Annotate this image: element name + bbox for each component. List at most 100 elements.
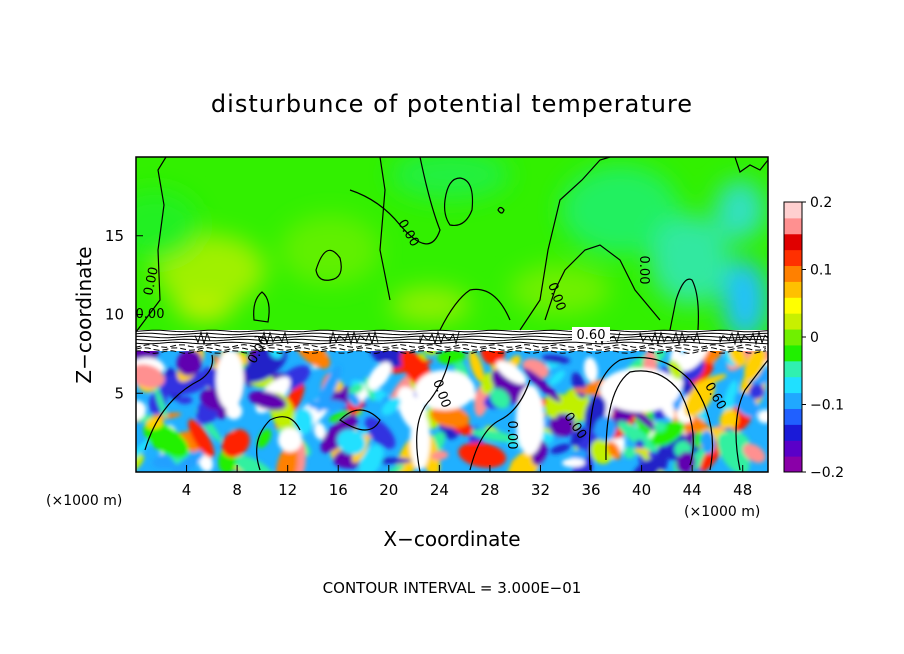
colorbar-segment bbox=[784, 424, 802, 441]
colorbar-segment bbox=[784, 344, 802, 362]
contour-line bbox=[443, 177, 474, 227]
turbulence-patch bbox=[313, 422, 326, 440]
turbulence-patch bbox=[320, 414, 358, 453]
plot-area: 0.000.000.000.000.000.00 0.000.600.000.00… bbox=[136, 157, 768, 472]
turbulence-patch bbox=[365, 417, 396, 449]
colorbar-segment bbox=[784, 313, 802, 330]
turbulence-patch bbox=[430, 405, 470, 428]
contour-line bbox=[136, 157, 167, 333]
turbulence-patch bbox=[600, 368, 680, 412]
inversion-contour bbox=[136, 338, 768, 342]
turbulence-patch bbox=[386, 464, 404, 472]
inversion-contour-negative bbox=[136, 347, 767, 351]
x-unit-label-left: (×1000 m) bbox=[46, 493, 122, 509]
x-tick-label: 20 bbox=[379, 481, 398, 499]
upper-field-variations bbox=[136, 157, 767, 340]
turbulence-patch bbox=[617, 421, 658, 453]
turbulence-patch bbox=[631, 457, 662, 472]
contour-line bbox=[734, 157, 768, 173]
upper-field-patch bbox=[390, 157, 510, 200]
contour-line bbox=[469, 379, 531, 471]
contour-line bbox=[588, 356, 713, 471]
inversion-contour-negative bbox=[136, 350, 767, 354]
colorbar-tick-label: −0.2 bbox=[810, 465, 844, 481]
y-tick-label: 10 bbox=[105, 306, 124, 324]
contour-line bbox=[379, 157, 391, 301]
contour-line bbox=[253, 291, 270, 323]
contour-line bbox=[605, 370, 694, 466]
colorbar-segment bbox=[784, 329, 802, 346]
contour-line bbox=[144, 354, 214, 451]
turbulence-patch bbox=[188, 419, 215, 458]
x-tick-label: 16 bbox=[329, 481, 348, 499]
y-tick-label: 15 bbox=[105, 227, 124, 245]
turbulence-patch bbox=[490, 388, 510, 409]
colorbar-labels: 0.2 0.1 0 −0.1 −0.2 bbox=[802, 195, 844, 481]
colorbar-tick-label: 0.2 bbox=[810, 195, 832, 211]
turbulence-patch bbox=[562, 458, 586, 468]
colorbar-tick-label: 0.1 bbox=[810, 263, 832, 279]
turbulence-patch bbox=[469, 351, 484, 383]
colorbar-tick-label: −0.1 bbox=[810, 398, 844, 414]
turbulence-patch bbox=[583, 357, 598, 383]
turbulence-patch bbox=[143, 421, 189, 458]
turbulence-patch bbox=[232, 454, 275, 472]
colorbar-segment bbox=[784, 376, 802, 394]
turbulence-patch bbox=[348, 383, 364, 395]
turbulence-patch bbox=[748, 383, 765, 400]
colorbar-segment bbox=[784, 408, 802, 425]
turbulence-patch bbox=[316, 365, 341, 413]
turbulence-patch bbox=[278, 428, 302, 452]
colorbar-segment bbox=[784, 281, 802, 298]
turbulence-patch bbox=[423, 351, 438, 356]
x-axis-label: X−coordinate bbox=[383, 527, 520, 551]
inversion-contour-wave bbox=[329, 330, 379, 346]
contour-line bbox=[544, 244, 661, 321]
inversion-contour-wave bbox=[254, 330, 289, 346]
inversion-contours bbox=[136, 329, 768, 354]
contour-interval-note: CONTOUR INTERVAL = 3.000E−01 bbox=[323, 579, 582, 597]
turbulence-patch bbox=[523, 368, 561, 402]
colorbar-segment bbox=[784, 249, 802, 267]
colorbar-segment bbox=[784, 440, 802, 457]
turbulence-patch bbox=[744, 351, 766, 382]
turbulence-patch bbox=[269, 351, 283, 359]
turbulence-patch bbox=[734, 391, 759, 417]
turbulence-patch bbox=[542, 354, 570, 364]
x-tick-label: 32 bbox=[531, 481, 550, 499]
turbulence-patch bbox=[684, 379, 715, 417]
contour-line bbox=[349, 157, 441, 245]
contour-line bbox=[497, 206, 505, 214]
contour-value-label: 0.00 bbox=[636, 256, 651, 285]
turbulence-patch bbox=[570, 427, 586, 447]
x-tick-label: 48 bbox=[733, 481, 752, 499]
colorbar bbox=[783, 201, 803, 473]
contour-label-bg bbox=[572, 327, 610, 341]
upper-field-patch bbox=[136, 190, 200, 260]
turbulence-patch bbox=[550, 443, 571, 454]
colorbar-segment bbox=[784, 297, 802, 314]
turbulence-patch bbox=[430, 450, 449, 461]
x-unit-label-right: (×1000 m) bbox=[684, 504, 760, 520]
turbulence-patch bbox=[367, 361, 392, 391]
x-tick-label: 24 bbox=[430, 481, 449, 499]
turbulence-patch bbox=[676, 451, 696, 472]
turbulence-patch bbox=[742, 443, 766, 463]
contour-value-label: 0.00 bbox=[136, 307, 165, 322]
contour-value-label: 0.60 bbox=[577, 328, 606, 343]
upper-field-patch bbox=[390, 287, 470, 323]
colorbar-segment bbox=[784, 456, 802, 473]
colorbar-segment bbox=[784, 202, 802, 219]
inversion-contour-wave bbox=[719, 330, 768, 346]
upper-field-patch bbox=[560, 165, 680, 255]
turbulence-patch bbox=[216, 351, 244, 410]
turbulence-patch bbox=[700, 430, 715, 454]
contour-line bbox=[439, 288, 511, 331]
turbulence-patch bbox=[471, 429, 516, 442]
turbulence-patch bbox=[635, 439, 645, 449]
inversion-contour bbox=[136, 341, 768, 345]
x-tick-label: 36 bbox=[581, 481, 600, 499]
colorbar-segment bbox=[784, 233, 802, 251]
contour-lines bbox=[136, 157, 768, 472]
x-tick-label: 44 bbox=[683, 481, 702, 499]
